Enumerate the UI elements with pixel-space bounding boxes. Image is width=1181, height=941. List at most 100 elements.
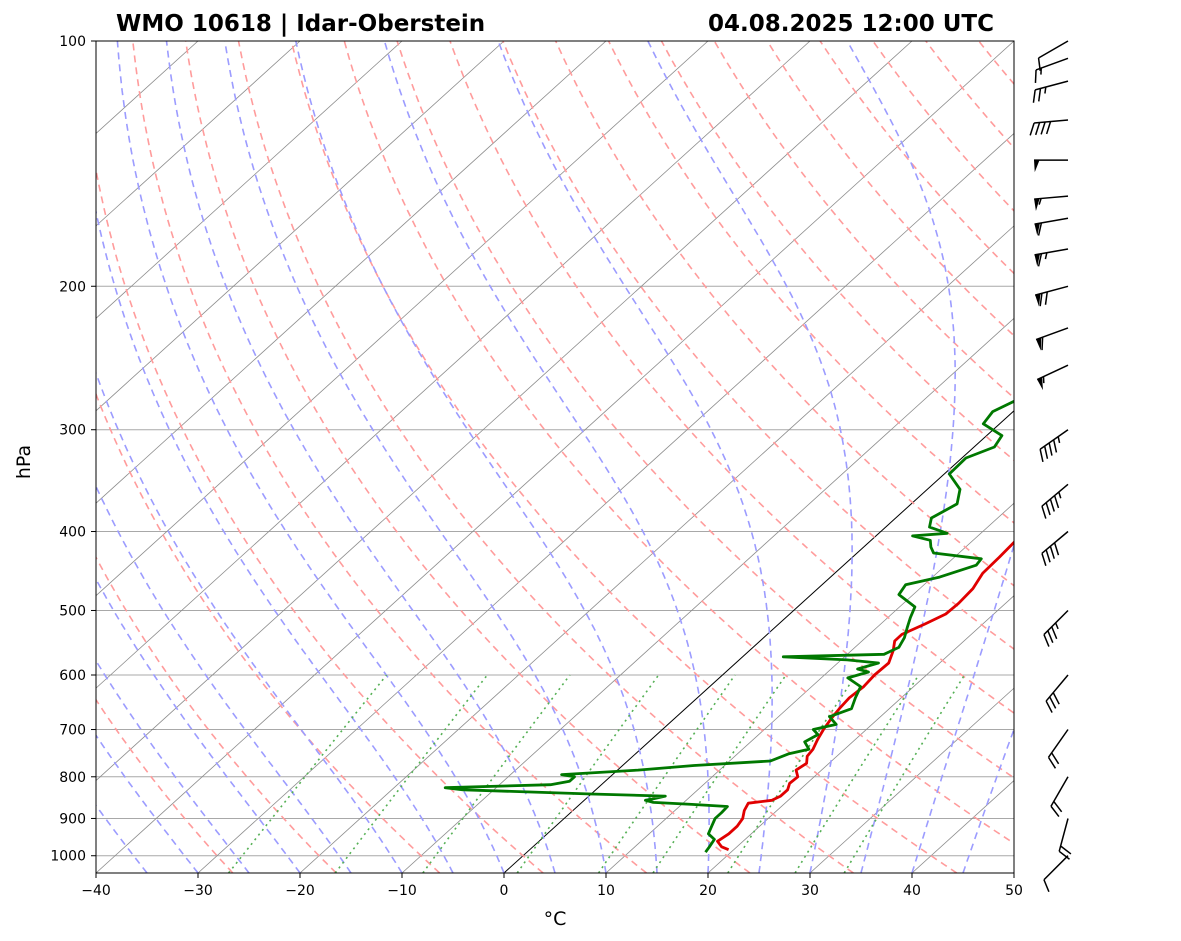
isotherm: [401, 317, 1014, 873]
y-tick-label: 400: [59, 525, 86, 541]
plot-frame: [95, 40, 1015, 874]
wind-barb-shaft: [1034, 195, 1069, 200]
wind-barb-flag: [1037, 57, 1041, 71]
x-axis-label: °C: [544, 908, 567, 930]
wind-barb-flag: [1045, 549, 1051, 563]
moist-adiabat: [116, 41, 505, 873]
wind-barb-pennant: [1034, 253, 1040, 267]
mixing-ratio-line: [227, 674, 388, 873]
moist-adiabat: [96, 659, 250, 873]
dry-adiabat: [290, 41, 958, 873]
y-tick-label: 800: [59, 770, 86, 786]
wind-barb: [1043, 855, 1069, 893]
moist-adiabat: [96, 734, 199, 873]
wind-barb-flag: [1038, 88, 1042, 102]
isotherm: [96, 41, 811, 689]
wind-barb-flag: [1053, 495, 1060, 509]
y-tick-label: 100: [59, 34, 86, 50]
dry-adiabat: [96, 165, 544, 873]
title-datetime: 04.08.2025 12:00 UTC: [708, 11, 994, 37]
wind-barb-flag: [1052, 439, 1058, 453]
moist-adiabat: [911, 542, 1014, 873]
y-tick-label: 700: [59, 723, 86, 739]
title-station: WMO 10618 | Idar-Oberstein: [116, 11, 485, 37]
dry-adiabat: [713, 41, 1014, 399]
wind-barb: [1034, 159, 1068, 173]
wind-barb-half: [1054, 622, 1059, 630]
isotherm: [299, 225, 1014, 873]
wind-barb-flag: [1045, 502, 1051, 516]
x-tick-label: 20: [699, 883, 717, 899]
isotherm: [605, 502, 1014, 873]
dewpoint-profile: [443, 399, 1014, 854]
wind-barb-shaft: [1041, 483, 1069, 507]
wind-barb-flag: [1050, 805, 1060, 818]
x-tick-label: −40: [81, 883, 111, 899]
wind-barb-shaft: [1035, 57, 1069, 71]
wind-barb: [1041, 483, 1069, 519]
wind-barb-flag: [1044, 291, 1048, 305]
wind-barb-half: [1044, 252, 1048, 260]
wind-barb-shaft: [1045, 674, 1069, 702]
isotherm: [809, 687, 1014, 873]
wind-barb-flag: [1052, 692, 1060, 705]
wind-barb: [1034, 57, 1069, 83]
dry-adiabat: [184, 41, 751, 873]
wind-barb: [1041, 530, 1069, 566]
wind-barb: [1045, 674, 1069, 713]
dry-adiabat: [343, 41, 1014, 845]
wind-barb-shaft: [1043, 609, 1069, 636]
wind-barb-flag: [1049, 498, 1055, 512]
wind-barb-shaft: [1058, 818, 1069, 852]
wind-barb-flag: [1051, 752, 1060, 765]
dry-adiabat: [607, 41, 1014, 524]
mixing-ratio-line: [843, 674, 966, 873]
wind-barb-flag: [1049, 696, 1057, 709]
wind-barb-flag: [1043, 879, 1050, 893]
wind-barb-flag: [1049, 546, 1055, 559]
wind-barb-pennant: [1037, 377, 1043, 391]
wind-barb-pennant: [1034, 198, 1040, 211]
mixing-ratio-line: [652, 674, 787, 873]
profile-lines: [443, 399, 1014, 854]
isotherm: [96, 41, 301, 227]
wind-barb-pennant: [1035, 293, 1041, 307]
wind-barb-flag: [1045, 700, 1053, 713]
wind-barb-flag: [1039, 293, 1043, 307]
y-tick-label: 500: [59, 603, 86, 619]
wind-barb-flag: [1045, 121, 1052, 135]
x-tick-label: −30: [183, 883, 213, 899]
dry-adiabat: [237, 41, 854, 873]
y-tick-label: 300: [59, 423, 86, 439]
wind-barb: [1037, 40, 1069, 71]
wind-barb-flag: [1047, 756, 1057, 769]
wind-barb-flag: [1060, 845, 1072, 855]
isotherm: [96, 41, 505, 412]
dry-adiabat: [96, 698, 234, 873]
wind-barb-flag: [1048, 442, 1053, 456]
wind-barb-shaft: [1047, 729, 1069, 758]
wind-barb: [1036, 364, 1069, 391]
x-tick-label: 50: [1005, 883, 1023, 899]
temperature-profile: [716, 540, 1014, 851]
wind-barb-flag: [1037, 253, 1043, 267]
wind-barbs: [1029, 40, 1072, 893]
wind-barb-flag: [1043, 634, 1050, 647]
wind-barb-shaft: [1034, 119, 1069, 124]
wind-barb-half: [1038, 198, 1042, 205]
x-tick-label: 0: [500, 883, 509, 899]
moist-adiabat: [295, 41, 658, 873]
y-tick-label: 600: [59, 668, 86, 684]
wind-barb-flag: [1041, 337, 1044, 351]
wind-barb: [1029, 119, 1069, 136]
moist-adiabat: [224, 41, 607, 873]
thermo-background: [96, 41, 1014, 873]
wind-barb: [1047, 729, 1069, 769]
wind-barb-flag: [1039, 449, 1044, 463]
wind-barb-flag: [1037, 222, 1043, 236]
wind-barb-flag: [1034, 69, 1037, 83]
wind-barb: [1035, 327, 1069, 351]
wind-barb-pennant: [1036, 337, 1042, 351]
wind-barb-half: [1058, 491, 1062, 499]
